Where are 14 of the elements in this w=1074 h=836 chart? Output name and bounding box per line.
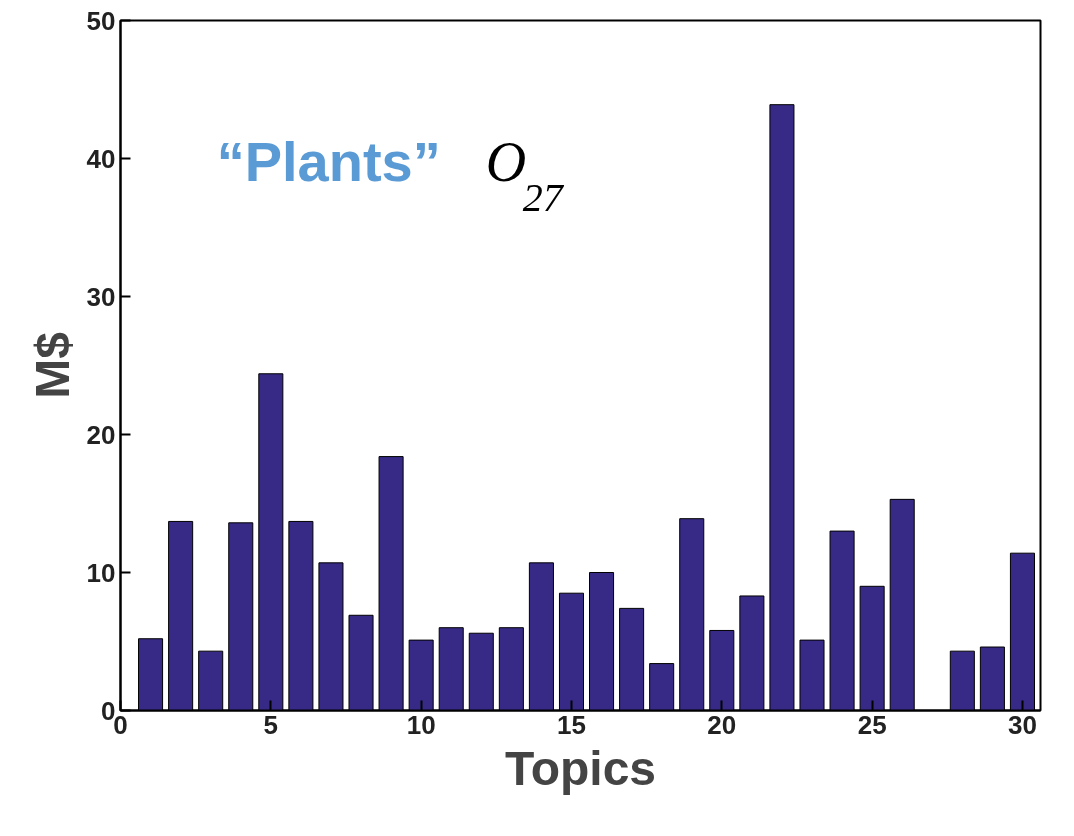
x-tick-label: 30 [1008,709,1037,740]
x-axis-title: Topics [504,741,657,795]
y-tick-label: 10 [86,557,116,588]
y-tick-label: 30 [86,281,116,312]
x-tick-label: 10 [406,709,436,740]
y-tick-label: 40 [86,143,116,174]
y-axis-title: M$ [25,331,79,399]
y-tick-label: 20 [86,419,116,450]
x-tick-label: 5 [263,709,279,740]
annotation: “Plants” [216,130,441,193]
x-tick-label: 20 [707,709,737,740]
y-tick-label: 50 [86,5,116,36]
x-tick-label: 15 [557,709,586,740]
x-tick-label: 25 [857,709,887,740]
